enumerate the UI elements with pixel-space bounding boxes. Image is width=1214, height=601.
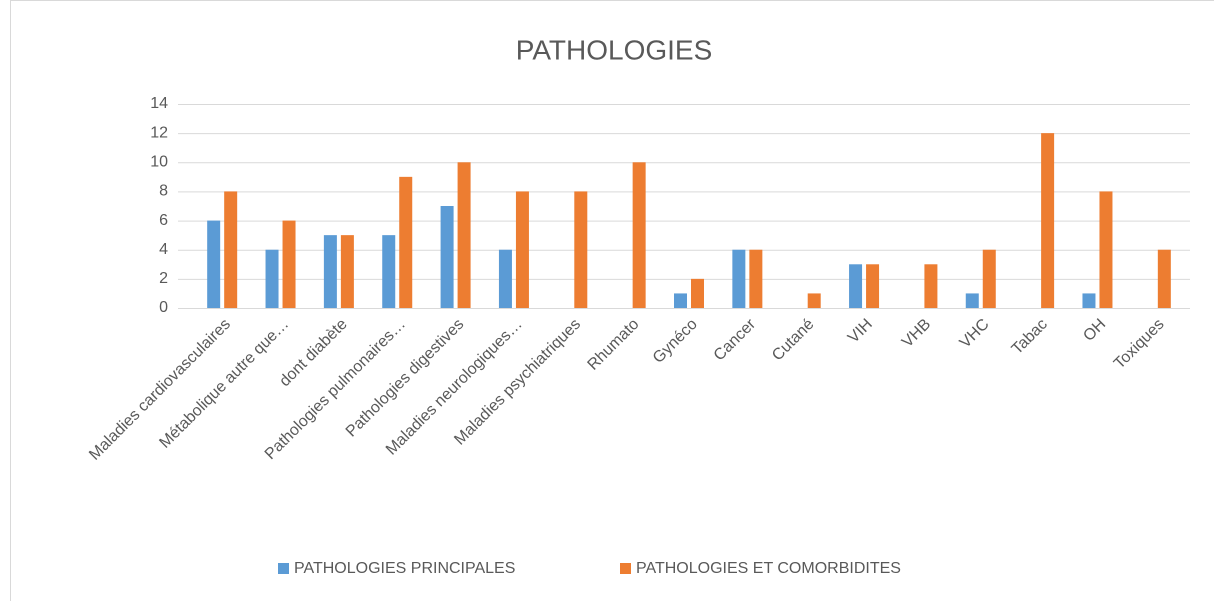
y-tick-label: 8 <box>159 183 168 200</box>
x-tick-label: Rhumato <box>585 316 643 374</box>
legend-label: PATHOLOGIES ET COMORBIDITES <box>636 560 901 577</box>
y-tick-label: 4 <box>159 241 168 258</box>
x-tick-label: VIH <box>845 316 876 347</box>
bar <box>1099 191 1113 308</box>
x-tick-label: Toxiques <box>1111 316 1168 373</box>
bar <box>574 191 588 308</box>
y-tick-label: 12 <box>150 124 168 141</box>
bar <box>399 176 413 308</box>
x-tick-label: OH <box>1080 316 1109 345</box>
x-tick-label: Gynéco <box>650 316 701 367</box>
bar <box>224 191 238 308</box>
x-tick-label: Tabac <box>1009 316 1051 358</box>
bar <box>1041 133 1055 308</box>
x-tick-label: Pathologies digestives <box>343 316 468 441</box>
x-tick-label: VHB <box>899 316 934 351</box>
y-tick-label: 10 <box>150 154 168 171</box>
y-tick-label: 0 <box>159 299 168 316</box>
bar <box>1082 293 1096 308</box>
bar <box>965 293 979 308</box>
bar <box>498 249 512 308</box>
x-tick-label: VHC <box>957 316 993 352</box>
bar <box>382 235 396 308</box>
bar <box>323 235 337 308</box>
bar <box>515 191 529 308</box>
bar <box>265 249 279 308</box>
bar <box>807 293 821 308</box>
chart-title: PATHOLOGIES <box>516 34 713 65</box>
chart-border <box>10 0 1214 601</box>
x-tick-label: Cancer <box>711 315 760 364</box>
y-tick-label: 2 <box>159 270 168 287</box>
bar <box>849 264 863 308</box>
legend-swatch <box>278 563 289 574</box>
x-tick-label: Cutané <box>769 316 818 365</box>
bar <box>207 220 221 308</box>
bar <box>866 264 880 308</box>
bar <box>691 278 704 308</box>
bar <box>340 235 354 308</box>
y-tick-label: 14 <box>150 95 168 112</box>
bar <box>982 249 996 308</box>
bar <box>440 206 454 308</box>
bar <box>632 162 646 308</box>
legend-swatch <box>620 563 631 574</box>
y-tick-label: 6 <box>159 212 168 229</box>
bar <box>282 220 296 308</box>
bar <box>749 249 763 308</box>
legend-label: PATHOLOGIES PRINCIPALES <box>294 560 515 577</box>
bar <box>1157 249 1171 308</box>
bar <box>924 264 938 308</box>
bar <box>674 293 687 308</box>
bar <box>457 162 471 308</box>
bar <box>732 249 746 308</box>
